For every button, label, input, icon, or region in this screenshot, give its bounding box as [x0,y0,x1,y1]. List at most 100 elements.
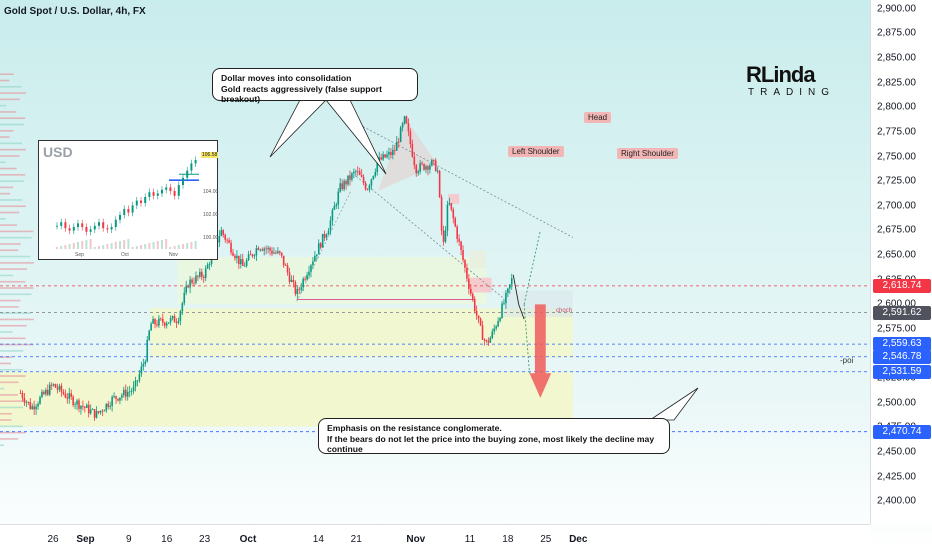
candle-body [64,393,67,398]
volume-profile-bar [0,211,20,214]
inset-volume-bar [186,243,189,249]
candle-body [29,402,32,409]
y-tick-label: 2,875.00 [877,27,916,39]
candle-body [220,230,223,237]
inset-candle-body [144,197,147,203]
candle-body [175,322,178,324]
price-plot[interactable] [0,0,870,524]
candle-body [238,255,240,265]
volume-profile-bar [0,142,22,145]
volume-profile-bar [0,111,17,113]
candle-body [25,401,28,403]
volume-profile-bar [0,161,6,164]
inset-xtick: Nov [169,252,178,258]
candle-body [162,318,164,323]
pattern-label-right-shoulder: Right Shoulder [617,148,678,159]
candle-body [438,170,441,197]
candle-body [251,254,254,257]
candle-body [31,406,34,409]
volume-profile-bar [0,186,14,189]
volume-profile-bar [0,274,14,277]
candle-body [93,409,96,418]
candle-body [154,319,156,325]
candle-body [306,274,308,280]
candle-body [479,318,482,326]
y-tick-label: 2,725.00 [877,175,916,187]
candle-body [19,393,22,394]
head-shoulders-fill [377,117,438,192]
volume-profile-bar [0,236,32,239]
candle-body [259,249,262,251]
projection-down [523,304,530,374]
candle-body [413,156,416,166]
inset-candle-body [169,187,172,191]
price-axis[interactable]: 2,900.00 2,875.00 2,850.00 2,825.00 2,800.00… [870,0,932,524]
candle-body [284,265,287,266]
candle-body [399,127,402,143]
time-axis[interactable]: 26 Sep 9 16 23 Oct 14 21 Nov 11 18 25 Dec [0,524,870,550]
candle-body [456,226,458,239]
candle-body [460,241,462,251]
callout-top-line2: Gold reacts aggressively (false support … [221,83,382,105]
trend-line [296,190,352,302]
candle-body [130,391,133,392]
candle-body [483,339,486,341]
candle-body [374,171,377,176]
pattern-label-head: Head [584,112,612,123]
volume-profile-bar [0,218,6,220]
inset-title: USD [43,144,73,160]
candle-body [329,220,332,231]
candle-body [183,292,186,304]
volume-profile-bar [0,104,7,107]
inset-volume-bar [190,242,193,249]
candle-body [121,395,123,398]
inset-candle-body [148,192,151,197]
candle-body [226,239,228,241]
candle-body [99,410,102,413]
inset-candle-body [127,209,130,213]
candle-body [39,397,41,404]
callout-bottom-line2: If the bears do not let the price into t… [327,433,655,455]
candle-body [257,248,260,250]
candle-body [376,163,379,172]
inset-candle-body [140,200,142,203]
candle-body [290,279,293,282]
inset-volume-bar [165,239,168,249]
inset-ytick: 102.00 [203,212,219,218]
candle-body [423,163,425,170]
candle-body [501,303,503,319]
candle-body [230,242,232,253]
candle-body [316,254,318,256]
candle-body [247,254,250,261]
candle-body [319,243,322,248]
candle-body [277,251,279,254]
candle-body [62,391,65,394]
candle-body [335,204,338,206]
chart-title: Gold Spot / U.S. Dollar, 4h, FX [4,6,146,17]
x-tick-label: Nov [406,534,426,545]
candle-body [267,247,269,249]
candle-body [358,171,361,175]
candle-body [487,340,490,343]
volume-profile-bar [0,362,12,365]
callout-bottom: Emphasis on the resistance conglomerate.… [318,418,670,454]
callout-top-line1: Dollar moves into consolidation [221,73,352,83]
candle-body [269,247,271,251]
candle-body [169,318,172,323]
candle-body [60,385,63,392]
y-tick-label: 2,775.00 [877,126,916,138]
candle-body [314,255,316,262]
y-tick-label: 2,850.00 [877,52,916,64]
candle-body [442,230,445,242]
volume-profile-bar [0,167,17,170]
inset-volume-bar [173,246,176,249]
candle-body [491,331,494,338]
candle-body [163,322,166,326]
candle-body [481,325,484,340]
candle-body [150,323,152,331]
candle-body [271,250,273,254]
inset-xtick: Oct [121,252,129,258]
candle-body [339,183,342,192]
price-badge: 2,546.78 [873,349,931,364]
